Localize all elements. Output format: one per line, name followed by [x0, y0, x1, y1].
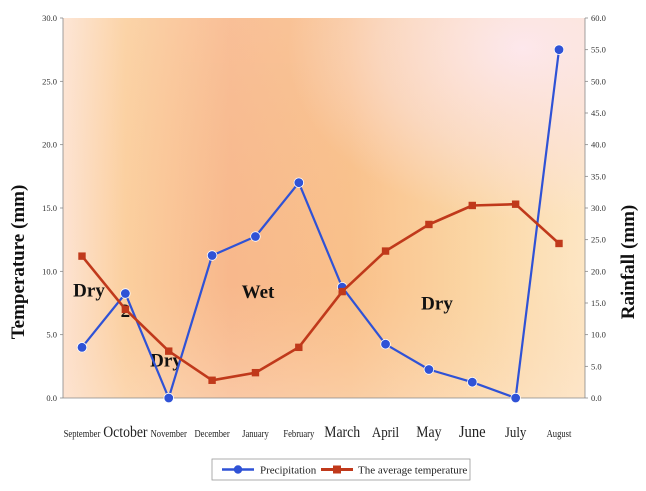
- category-label: August: [547, 428, 572, 440]
- legend: Precipitation The average temperature: [211, 458, 471, 481]
- category-label: March: [324, 424, 360, 441]
- category-label: September: [64, 428, 101, 440]
- data-point: [380, 338, 391, 350]
- right-tick-label: 25.0: [591, 235, 606, 245]
- data-point: [425, 220, 433, 229]
- data-point: [78, 252, 86, 260]
- legend-item-temperature: The average temperature: [321, 465, 467, 477]
- right-tick-label: 5.0: [591, 361, 602, 371]
- series-line: [81, 49, 561, 400]
- category-label: May: [416, 424, 442, 441]
- data-point: [423, 364, 435, 375]
- data-point: [381, 247, 390, 255]
- data-point: [293, 177, 305, 188]
- series-precipitation: [76, 44, 565, 404]
- data-point: [163, 392, 174, 404]
- right-tick-label: 30.0: [591, 203, 606, 213]
- data-point: [208, 376, 216, 384]
- legend-precipitation-marker: [233, 465, 243, 474]
- plot-background: [63, 18, 585, 398]
- data-point: [510, 392, 521, 404]
- right-tick-label: 60.0: [591, 13, 606, 23]
- data-point: [206, 250, 218, 261]
- data-point: [251, 368, 260, 377]
- right-tick-label: 50.0: [591, 76, 606, 86]
- annotation-label: Dry: [73, 281, 105, 302]
- category-label: October: [103, 424, 147, 441]
- left-tick-label: 20.0: [42, 140, 57, 150]
- category-label: December: [194, 428, 230, 440]
- left-tick-label: 25.0: [42, 76, 57, 86]
- legend-temperature-label: The average temperature: [358, 465, 467, 477]
- legend-item-precipitation: Precipitation: [222, 465, 317, 477]
- right-tick-label: 40.0: [591, 140, 606, 150]
- right-tick-label: 55.0: [591, 45, 606, 55]
- left-tick-labels: 0.0 5.0 10.0 15.0 20.0 25.0 30.0: [42, 13, 63, 403]
- right-tick-label: 15.0: [591, 298, 606, 308]
- data-point: [120, 288, 131, 299]
- legend-temperature-marker: [333, 465, 341, 474]
- left-tick-label: 10.0: [42, 266, 57, 276]
- left-tick-label: 15.0: [42, 203, 57, 213]
- data-point: [121, 305, 130, 314]
- legend-precipitation-label: Precipitation: [260, 465, 317, 477]
- left-tick-label: 0.0: [46, 393, 57, 403]
- right-tick-labels: 0.0 5.0 10.0 15.0 20.0 25.0 30.0 35.0 40.0 45.0 50…: [585, 13, 606, 403]
- category-label: February: [283, 428, 314, 440]
- left-tick-label: 5.0: [46, 330, 57, 340]
- data-point: [468, 201, 476, 210]
- right-axis-title: Rainfall (mm): [618, 205, 639, 320]
- data-point: [467, 376, 478, 388]
- data-point: [338, 287, 346, 296]
- right-tick-label: 0.0: [591, 393, 602, 403]
- data-point: [250, 231, 261, 242]
- right-tick-label: 20.0: [591, 266, 606, 276]
- category-label: November: [151, 428, 188, 440]
- series-temperature: [78, 200, 563, 384]
- category-label: January: [242, 428, 269, 440]
- data-point: [553, 44, 565, 55]
- data-point: [295, 343, 303, 352]
- category-labels: September October November December January F…: [64, 423, 572, 441]
- category-label: July: [505, 425, 526, 441]
- series-layer: [76, 44, 565, 404]
- series-line: [80, 202, 560, 382]
- category-label: April: [372, 425, 399, 441]
- right-tick-label: 35.0: [591, 171, 606, 181]
- left-tick-label: 30.0: [42, 13, 57, 23]
- data-point: [165, 347, 173, 355]
- annotation-label: Dry: [421, 293, 453, 314]
- left-axis-title: Temperature (mm): [8, 185, 29, 340]
- right-tick-label: 10.0: [591, 330, 606, 340]
- data-point: [76, 342, 88, 353]
- data-point: [555, 239, 563, 248]
- right-tick-label: 45.0: [591, 108, 606, 118]
- category-label: June: [459, 423, 486, 441]
- data-point: [511, 200, 520, 208]
- annotation-label: Wet: [242, 282, 275, 303]
